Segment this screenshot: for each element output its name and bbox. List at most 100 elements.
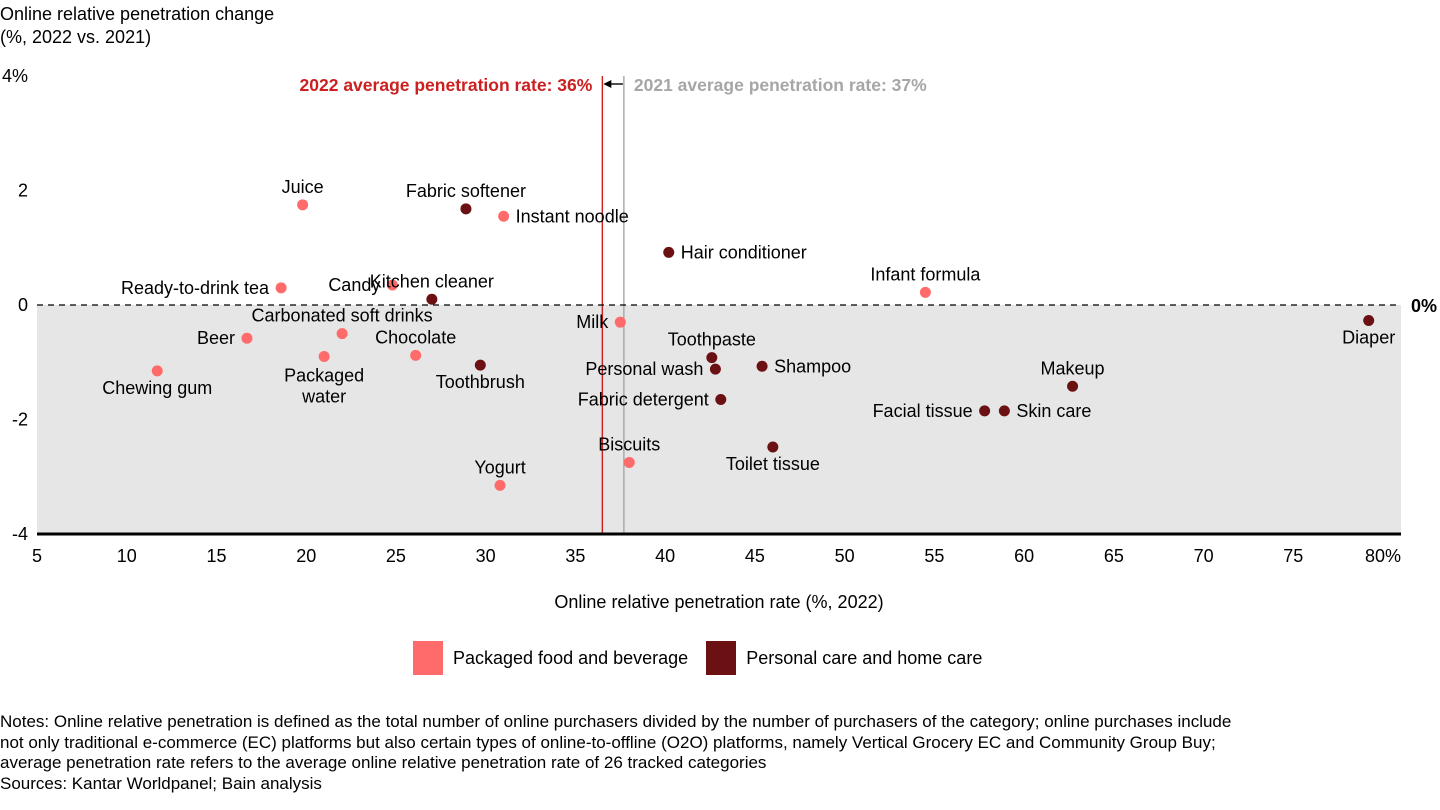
- data-label: Beer: [197, 328, 235, 348]
- data-point: [410, 349, 422, 361]
- notes-line-3: average penetration rate refers to the a…: [0, 753, 767, 772]
- reference-line-label-2: 2021 average penetration rate: 37%: [634, 75, 927, 95]
- data-point: [614, 316, 626, 328]
- x-tick-label: 70: [1194, 546, 1214, 566]
- data-point: [1363, 314, 1375, 326]
- y-tick-label: -2: [12, 410, 28, 430]
- y-tick-label: 4%: [2, 66, 28, 86]
- data-point: [979, 405, 991, 417]
- x-tick-label: 35: [565, 546, 585, 566]
- x-tick-label: 5: [32, 546, 42, 566]
- data-point: [275, 282, 287, 294]
- data-point: [663, 246, 675, 258]
- data-label: Fabric detergent: [578, 389, 709, 409]
- data-point: [474, 359, 486, 371]
- data-label: Candy: [328, 275, 380, 295]
- x-tick-label: 25: [386, 546, 406, 566]
- reference-arrow-head: [603, 80, 612, 88]
- data-label: Yogurt: [474, 457, 525, 477]
- legend-item-care: Personal care and home care: [706, 641, 982, 675]
- y-axis-title-line-2: (%, 2022 vs. 2021): [0, 27, 151, 47]
- data-point: [919, 286, 931, 298]
- data-label: Toothpaste: [668, 330, 756, 350]
- x-tick-label: 20: [296, 546, 316, 566]
- notes-line-1: Notes: Online relative penetration is de…: [0, 712, 1232, 731]
- legend-swatch-food: [413, 641, 443, 675]
- data-label: Skin care: [1016, 401, 1091, 421]
- data-point: [241, 332, 253, 344]
- data-point: [151, 365, 163, 377]
- data-label: Juice: [282, 177, 324, 197]
- data-label-line: water: [301, 387, 346, 407]
- data-label: Makeup: [1041, 358, 1105, 378]
- data-point: [426, 293, 438, 305]
- data-points: [151, 199, 1375, 491]
- legend-label-care: Personal care and home care: [746, 647, 983, 668]
- data-point: [756, 360, 768, 372]
- data-point: [1067, 380, 1079, 392]
- data-point: [498, 210, 510, 222]
- zero-line-label: 0%: [1411, 296, 1437, 316]
- data-point: [494, 479, 506, 491]
- data-point: [297, 199, 309, 211]
- legend-swatch-care: [706, 641, 737, 675]
- data-label: Toilet tissue: [726, 454, 820, 474]
- x-tick-label: 45: [745, 546, 765, 566]
- data-label: Instant noodle: [516, 206, 629, 226]
- x-tick-label: 40: [655, 546, 675, 566]
- data-label: Chocolate: [375, 327, 456, 347]
- data-label: Kitchen cleaner: [370, 271, 494, 291]
- data-label: Shampoo: [774, 356, 851, 376]
- shaded-negative-region: [37, 305, 1401, 534]
- y-tick-label: -4: [12, 524, 28, 544]
- data-point: [709, 363, 721, 375]
- data-label: Chewing gum: [102, 378, 212, 398]
- data-point: [336, 328, 348, 340]
- data-label: Diaper: [1342, 327, 1395, 347]
- legend: Packaged food and beverage Personal care…: [413, 641, 1000, 675]
- data-label: Milk: [576, 312, 609, 332]
- x-tick-label: 65: [1104, 546, 1124, 566]
- x-tick-label: 55: [924, 546, 944, 566]
- data-label: Fabric softener: [406, 181, 526, 201]
- data-point: [318, 351, 330, 363]
- legend-label-food: Packaged food and beverage: [453, 647, 689, 668]
- data-label: Ready-to-drink tea: [121, 278, 270, 298]
- axes: 0% Online relative penetration change (%, …: [0, 4, 1437, 612]
- y-tick-label: 0: [18, 295, 28, 315]
- x-tick-label: 75: [1283, 546, 1303, 566]
- data-label: Biscuits: [598, 434, 660, 454]
- scatter-chart: 2022 average penetration rate: 36% 2021 a…: [0, 4, 1437, 612]
- x-tick-label: 10: [117, 546, 137, 566]
- data-point: [386, 279, 398, 291]
- notes-line-2: not only traditional e-commerce (EC) pla…: [0, 732, 1216, 752]
- x-tick-label: 60: [1014, 546, 1034, 566]
- y-axis-title-line-1: Online relative penetration change: [0, 4, 274, 24]
- x-tick-label: 80%: [1365, 546, 1401, 566]
- data-point: [623, 456, 635, 468]
- x-tick-label: 50: [835, 546, 855, 566]
- data-label-line: Packaged: [284, 366, 364, 386]
- x-axis-title: Online relative penetration rate (%, 202…: [554, 592, 883, 612]
- data-label: Personal wash: [585, 359, 703, 379]
- notes: Notes: Online relative penetration is de…: [0, 712, 1440, 794]
- sources: Sources: Kantar Worldpanel; Bain analysi…: [0, 773, 322, 793]
- data-point: [767, 441, 779, 453]
- x-tick-label: 15: [206, 546, 226, 566]
- data-label: Toothbrush: [436, 372, 525, 392]
- point-labels: Juice Instant noodle Ready-to-drink tea Can…: [102, 177, 1395, 478]
- data-label: Hair conditioner: [681, 242, 807, 262]
- data-label: Facial tissue: [873, 401, 973, 421]
- data-label: Carbonated soft drinks: [252, 306, 433, 326]
- reference-line-label-1: 2022 average penetration rate: 36%: [300, 75, 593, 95]
- data-point: [460, 203, 472, 215]
- data-label: Packaged water: [284, 366, 364, 407]
- legend-item-food: Packaged food and beverage: [413, 641, 688, 675]
- below-zero-region: [37, 305, 1401, 534]
- y-tick-label: 2: [18, 181, 28, 201]
- data-label: Infant formula: [870, 264, 981, 284]
- data-point: [998, 405, 1010, 417]
- data-point: [706, 352, 718, 364]
- x-tick-label: 30: [476, 546, 496, 566]
- data-point: [715, 393, 727, 405]
